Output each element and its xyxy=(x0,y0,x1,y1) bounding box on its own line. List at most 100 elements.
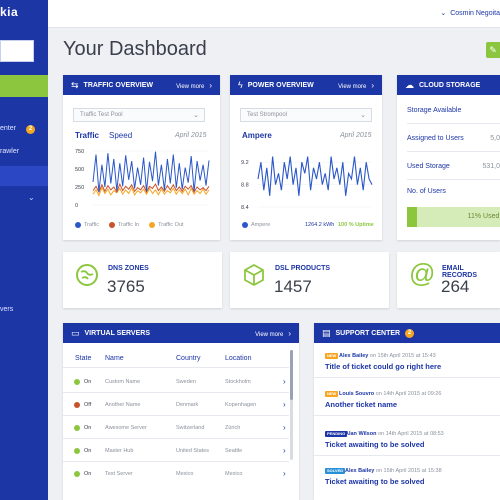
chevron-right-icon[interactable]: › xyxy=(283,423,286,432)
chevron-right-icon[interactable]: › xyxy=(283,469,286,478)
column-header-country[interactable]: Country xyxy=(176,355,201,362)
edit-dashboard-button[interactable]: ✎ xyxy=(486,42,500,58)
divider xyxy=(407,151,500,152)
sidebar-item-servers[interactable]: vers xyxy=(0,306,48,313)
row-divider xyxy=(63,415,289,416)
power-pool-select[interactable]: Test Strompool ⌄ xyxy=(240,108,372,122)
traffic-legend: Traffic Traffic In Traffic Out xyxy=(75,222,193,228)
users-count-row: No. of Users xyxy=(407,188,500,195)
card-header: ⇆ TRAFFIC OVERVIEW View more › xyxy=(63,75,220,95)
view-more-link[interactable]: View more › xyxy=(338,81,374,90)
dsl-products-card[interactable] xyxy=(230,252,389,308)
user-name: Cosmin Negoita xyxy=(450,10,500,17)
chart-title-text: Traffic xyxy=(75,131,100,140)
app-logo: kia xyxy=(0,5,19,19)
ticket-date: on 14th April 2015 at 08:53 xyxy=(376,430,444,437)
y-tick-label: 9.2 xyxy=(241,160,249,166)
card-header: ▭ VIRTUAL SERVERS View more › xyxy=(63,323,299,343)
ticket-title-link[interactable]: Ticket awaiting to be solved xyxy=(325,440,425,449)
server-name: Test Server xyxy=(105,471,133,477)
chat-icon: ▤ xyxy=(322,327,331,338)
traffic-overview-card: ⇆ TRAFFIC OVERVIEW View more › xyxy=(63,75,220,240)
legend-swatch xyxy=(75,222,81,228)
view-more-label: View more xyxy=(176,83,205,90)
server-location: Zürich xyxy=(225,425,241,431)
ticket-meta: Alex Bailey on 15th April 2015 at 15:38 xyxy=(345,468,442,474)
view-more-link[interactable]: View more › xyxy=(176,81,212,90)
sidebar-item-label: vers xyxy=(0,306,14,313)
chevron-down-icon[interactable]: ⌄ xyxy=(28,193,35,202)
y-tick-label: 500 xyxy=(75,167,84,173)
at-icon: @ xyxy=(409,258,436,288)
series-line-traffic-in xyxy=(92,182,210,194)
power-legend: Ampere xyxy=(242,222,280,228)
card-title: VIRTUAL SERVERS xyxy=(84,329,150,337)
status-dot xyxy=(74,471,80,477)
legend-item: Traffic In xyxy=(108,222,139,228)
ticket-date: on 15th April 2015 at 15:43 xyxy=(368,352,436,359)
support-badge: 2 xyxy=(405,328,415,338)
ticket-title-link[interactable]: Title of ticket could go right here xyxy=(325,362,442,371)
row-value: 531,0 xyxy=(482,163,500,170)
legend-swatch xyxy=(149,222,156,228)
chevron-right-icon[interactable]: › xyxy=(283,446,286,455)
kwh-value: 1264.2 kWh xyxy=(305,222,335,228)
chevron-right-icon[interactable]: › xyxy=(283,400,286,409)
page-title: Your Dashboard xyxy=(63,38,207,60)
server-country: Mexico xyxy=(176,471,194,477)
view-more-link[interactable]: View more › xyxy=(255,329,291,338)
server-location: Kopenhagen xyxy=(225,402,257,408)
divider xyxy=(63,367,289,368)
cloud-storage-card: ☁ CLOUD STORAGE Storage Available Assign… xyxy=(397,75,500,240)
traffic-pool-select[interactable]: Traffic Test Pool ⌄ xyxy=(73,108,205,122)
legend-label: Traffic xyxy=(84,222,99,228)
select-value: Test Strompool xyxy=(247,112,288,118)
sidebar-notification-badge: 2 xyxy=(26,125,35,134)
sidebar-item-data-center[interactable]: enter xyxy=(0,125,48,132)
ticket-author: Alex Bailey xyxy=(339,352,369,359)
chevron-down-icon: ⌄ xyxy=(360,112,366,119)
view-more-label: View more xyxy=(338,83,367,90)
server-state: On xyxy=(84,448,92,454)
card-header: ϟ POWER OVERVIEW View more › xyxy=(230,75,382,95)
sidebar-search-input[interactable] xyxy=(0,40,34,62)
ticket-title-link[interactable]: Another ticket name xyxy=(325,400,398,409)
sidebar-item-active[interactable] xyxy=(0,166,48,186)
sidebar-action-button[interactable] xyxy=(0,75,48,97)
divider xyxy=(407,123,500,124)
chevron-right-icon: › xyxy=(209,80,212,90)
assigned-users-row: Assigned to Users 5,0 xyxy=(407,135,500,142)
chart-date: April 2015 xyxy=(175,132,207,139)
ticket-date: on 15th April 2015 at 15:38 xyxy=(374,467,442,474)
ticket-title-link[interactable]: Ticket awaiting to be solved xyxy=(325,477,425,486)
user-menu[interactable]: ⌄ Cosmin Negoita xyxy=(440,9,500,17)
card-title: CLOUD STORAGE xyxy=(419,81,481,89)
column-header-state[interactable]: State xyxy=(75,355,92,362)
sidebar-item-crawler[interactable]: rawler xyxy=(0,148,48,155)
y-tick-label: 0 xyxy=(75,203,78,209)
lightning-icon: ϟ xyxy=(238,80,243,90)
stat-label: EMAIL RECORDS xyxy=(442,265,478,279)
stat-label: DSL PRODUCTS xyxy=(275,265,331,272)
sidebar: kia enter 2 rawler ⌄ vers xyxy=(0,0,48,500)
dns-zones-card[interactable] xyxy=(63,252,222,308)
top-bar: ⌄ Cosmin Negoita xyxy=(48,0,500,28)
status-dot xyxy=(74,425,80,431)
chart-subtitle: Speed xyxy=(109,131,133,140)
chevron-right-icon: › xyxy=(288,328,291,338)
scrollbar-thumb[interactable] xyxy=(290,350,293,400)
view-more-label: View more xyxy=(255,331,284,338)
column-header-location[interactable]: Location xyxy=(225,355,252,362)
ticket-meta: Alan Wilson on 14th April 2015 at 08:53 xyxy=(345,431,444,437)
stat-label: DNS ZONES xyxy=(108,265,149,272)
chevron-right-icon[interactable]: › xyxy=(283,377,286,386)
ticket-status-tag: SOLVED xyxy=(325,468,346,474)
server-name: Custom Name xyxy=(105,379,141,385)
select-value: Traffic Test Pool xyxy=(80,112,123,118)
email-records-card[interactable] xyxy=(397,252,500,308)
column-header-name[interactable]: Name xyxy=(105,355,124,362)
table-scrollbar[interactable] xyxy=(290,350,293,460)
series-line-traffic xyxy=(92,151,210,193)
legend-item: Traffic xyxy=(75,222,99,228)
legend-item: Traffic Out xyxy=(149,222,183,228)
